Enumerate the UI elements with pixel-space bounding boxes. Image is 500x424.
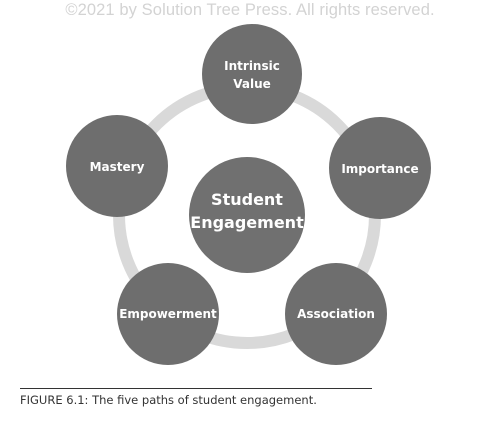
center-node: Student Engagement [189, 157, 305, 273]
center-label-line-1: Student [211, 190, 283, 209]
node-empowerment: Empowerment [117, 263, 219, 365]
node-empowerment-label: Empowerment [119, 307, 217, 321]
node-intrinsic-value: Intrinsic Value [202, 24, 302, 124]
node-mastery: Mastery [66, 115, 168, 217]
node-association: Association [285, 263, 387, 365]
center-label-line-2: Engagement [190, 213, 304, 232]
node-intrinsic-value-label-line-2: Value [233, 77, 271, 91]
center-circle [189, 157, 305, 273]
node-importance: Importance [329, 117, 431, 219]
node-empowerment-circle [117, 263, 219, 365]
node-importance-circle [329, 117, 431, 219]
node-association-circle [285, 263, 387, 365]
engagement-diagram: Student Engagement Intrinsic Value Impor… [66, 24, 431, 365]
figure-caption: FIGURE 6.1: The five paths of student en… [20, 393, 317, 407]
copyright-watermark: ©2021 by Solution Tree Press. All rights… [65, 1, 435, 19]
node-intrinsic-value-label-line-1: Intrinsic [224, 59, 280, 73]
caption-rule [20, 388, 372, 389]
node-intrinsic-value-circle [202, 24, 302, 124]
node-mastery-circle [66, 115, 168, 217]
node-importance-label: Importance [341, 162, 418, 176]
node-association-label: Association [297, 307, 375, 321]
node-mastery-label: Mastery [90, 160, 145, 174]
